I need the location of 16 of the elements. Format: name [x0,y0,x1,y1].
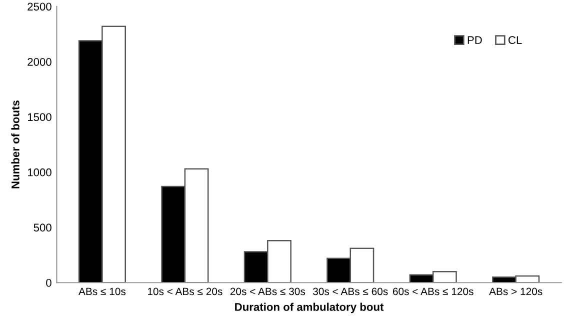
x-tick-label: 20s < ABs ≤ 30s [230,288,306,296]
y-tick-label: 1500 [28,113,52,122]
y-axis-title: Number of bouts [11,100,20,188]
y-tick-label: 1000 [28,168,52,176]
y-tick-label: 0 [46,278,52,287]
y-tick-label: 500 [34,224,52,232]
x-axis-title: Duration of ambulatory bout [235,302,384,314]
legend-label: CL [508,36,522,44]
y-tick-label: 2000 [28,58,52,66]
legend-label: PD [468,36,482,44]
x-tick-label: 30s < ABs ≤ 60s [313,288,388,296]
x-tick-label: ABs ≤ 10s [78,288,126,296]
x-tick-label: ABs > 120s [489,288,542,296]
y-tick-label: 2500 [28,2,52,11]
x-tick-label: 60s < ABs ≤ 120s [392,288,474,296]
x-tick-label: 10s < ABs ≤ 20s [148,288,222,296]
